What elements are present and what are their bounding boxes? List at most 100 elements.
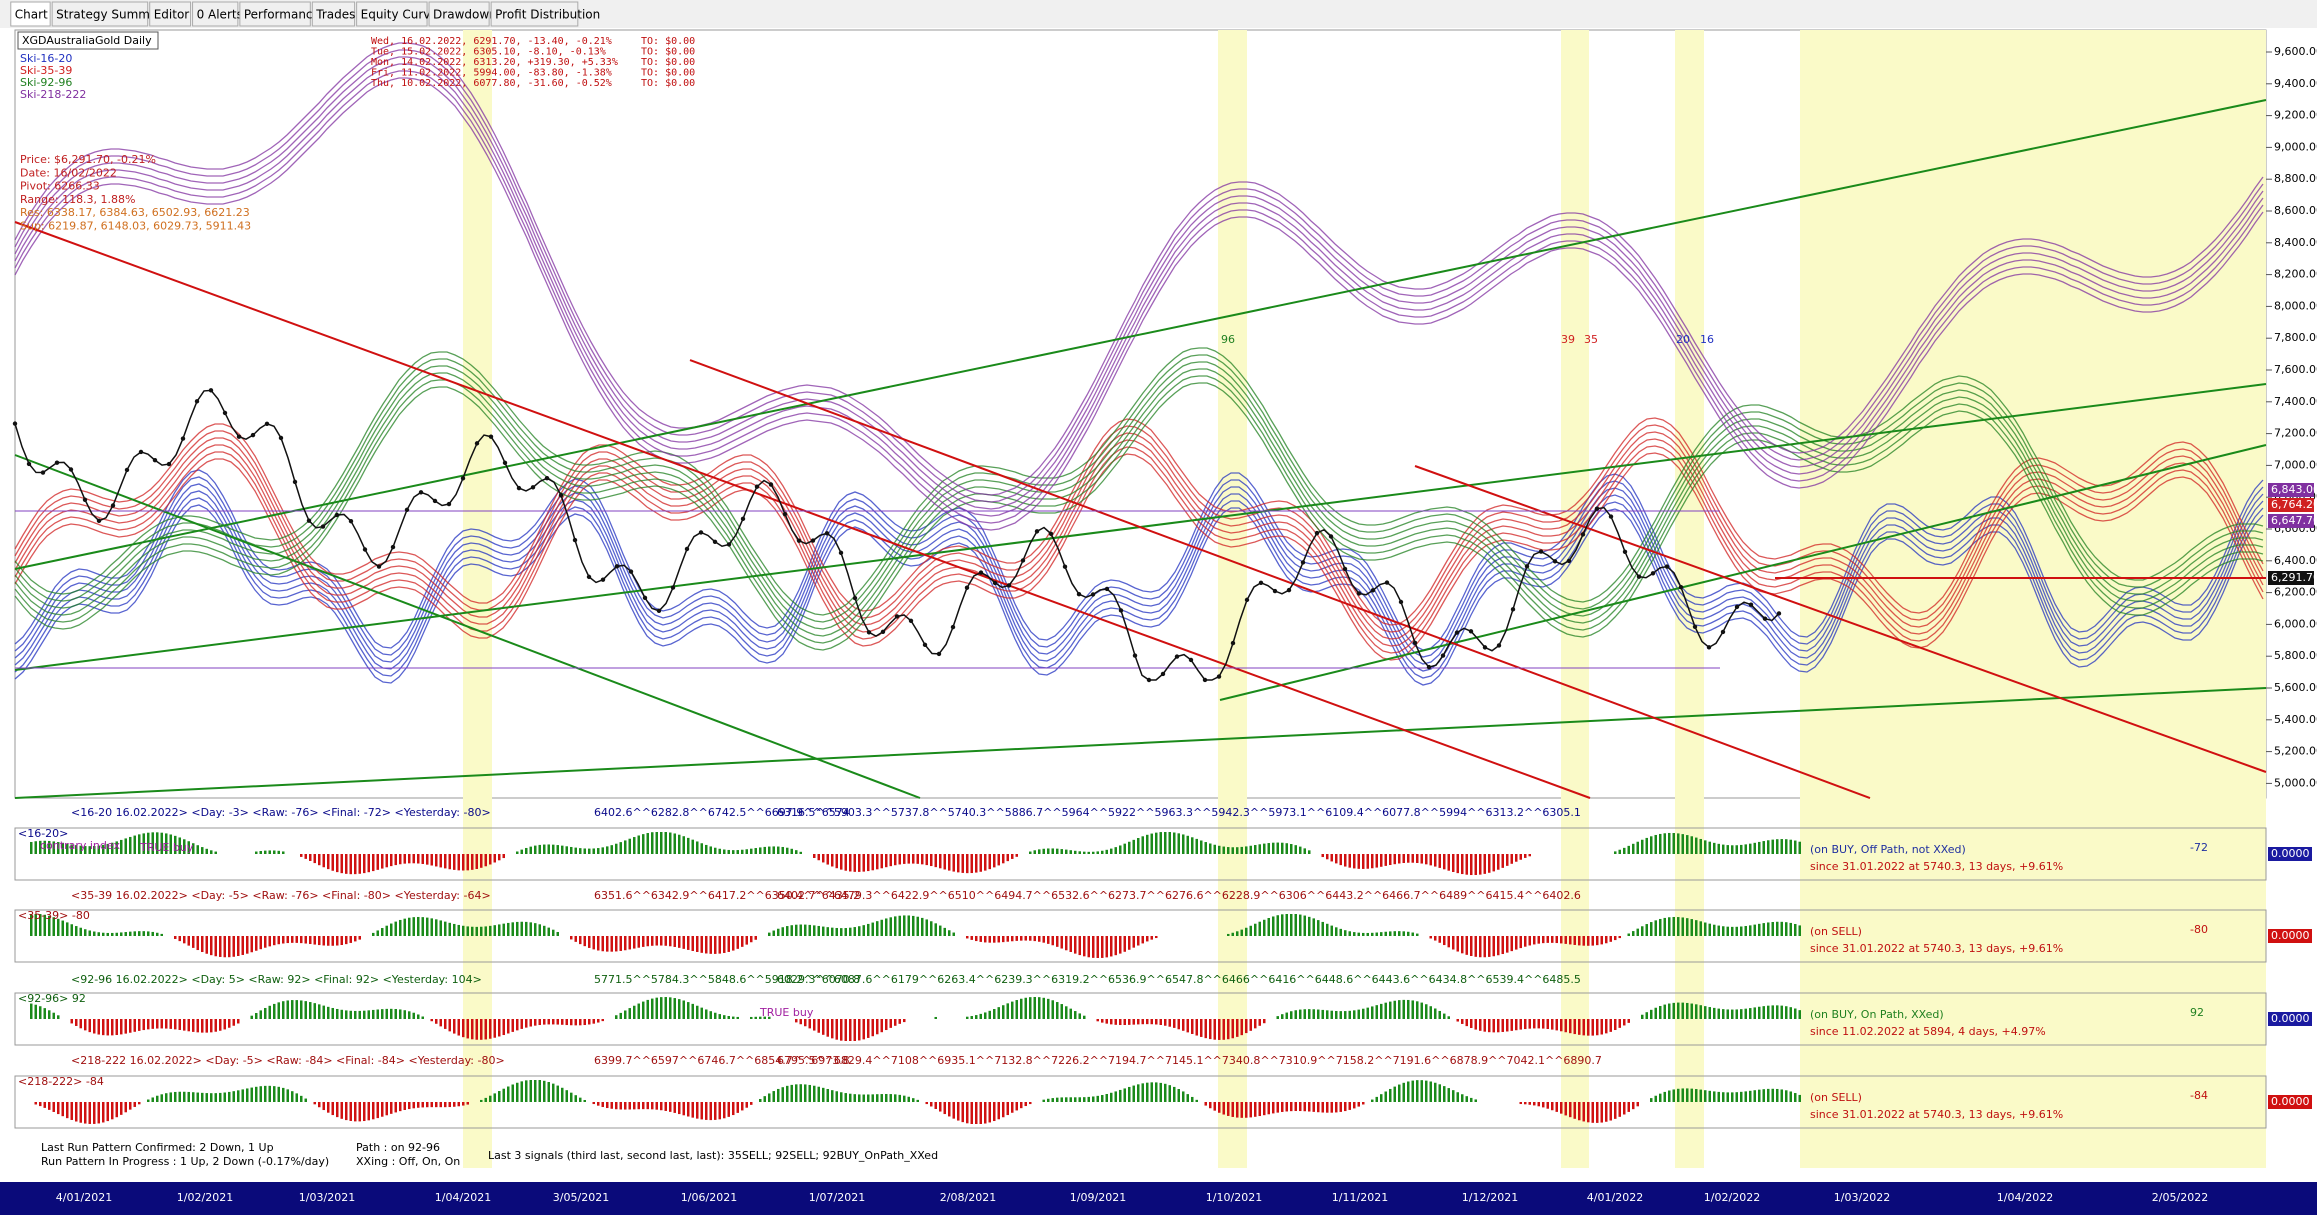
histogram-bar	[1537, 936, 1540, 944]
tab-label[interactable]: Strategy Summary	[56, 8, 169, 22]
histogram-bar	[471, 854, 474, 870]
histogram-bar	[201, 1092, 204, 1102]
histogram-bar	[826, 1019, 829, 1037]
tab-label[interactable]: 0 Alerts	[197, 8, 243, 22]
tab[interactable]	[490, 1, 579, 27]
histogram-bar	[210, 1019, 213, 1033]
histogram-bar	[111, 1102, 114, 1120]
histogram-bar	[1749, 925, 1752, 936]
date-label: 1/02/2022	[1704, 1191, 1760, 1204]
date-label: 1/04/2022	[1997, 1191, 2053, 1204]
ribbon-line	[14, 490, 2264, 672]
tab-label[interactable]: Equity Curve	[361, 8, 438, 22]
histogram-bar	[579, 848, 582, 854]
histogram-bar	[534, 1019, 537, 1026]
histogram-bar	[412, 1102, 415, 1109]
histogram-bar	[1533, 1102, 1536, 1106]
histogram-bar	[556, 1085, 559, 1102]
histogram-bar	[1240, 846, 1243, 854]
tab-label[interactable]: Performance	[244, 8, 320, 22]
histogram-bar	[835, 1019, 838, 1040]
histogram-bar	[1789, 1007, 1792, 1019]
histogram-bar	[129, 1019, 132, 1033]
histogram-bar	[696, 841, 699, 854]
histogram-bar	[1573, 1102, 1576, 1119]
histogram-bar	[763, 1016, 766, 1019]
legend-entry: Ski-16-20	[20, 52, 72, 65]
histogram-bar	[849, 1093, 852, 1102]
date-label: 1/06/2021	[681, 1191, 737, 1204]
histogram-bar	[34, 841, 37, 854]
histogram-bar	[1519, 1102, 1522, 1105]
histogram-bar	[1056, 1002, 1059, 1019]
tab[interactable]	[192, 1, 239, 27]
histogram-bar	[1263, 919, 1266, 936]
histogram-bar	[1659, 1093, 1662, 1102]
histogram-bar	[939, 854, 942, 869]
histogram-bar	[543, 844, 546, 854]
histogram-bar	[1704, 1006, 1707, 1019]
price-tag	[2268, 571, 2314, 585]
tab-label[interactable]: Drawdown	[433, 8, 497, 22]
histogram-bar	[1501, 936, 1504, 955]
tab[interactable]	[10, 1, 51, 27]
histogram-bar	[408, 854, 411, 864]
histogram-bar	[426, 854, 429, 865]
histogram-bar	[1641, 1014, 1644, 1019]
histogram-bar	[1447, 1016, 1450, 1019]
histogram-bar	[529, 1019, 532, 1027]
histogram-bar	[484, 1097, 487, 1102]
date-label: 1/12/2021	[1462, 1191, 1518, 1204]
tab[interactable]	[51, 1, 149, 27]
histogram-bar	[1141, 1083, 1144, 1102]
histogram-bar	[1254, 845, 1257, 854]
histogram-bar	[286, 936, 289, 944]
histogram-bar	[673, 936, 676, 947]
histogram-bar	[1357, 1009, 1360, 1019]
histogram-bar	[1092, 851, 1095, 854]
price-dot	[222, 410, 228, 416]
histogram-bar	[129, 836, 132, 854]
tab[interactable]	[428, 1, 490, 27]
price-dot	[1286, 587, 1292, 593]
price-dot	[754, 484, 760, 489]
histogram-bar	[1762, 1006, 1765, 1019]
histogram-bar	[1677, 1088, 1680, 1102]
histogram-bar	[1708, 1090, 1711, 1102]
tab[interactable]	[239, 1, 311, 27]
price-dot	[404, 507, 410, 512]
info-line: Price: $6,291.70, -0.21%	[20, 153, 156, 166]
histogram-bar	[1411, 932, 1414, 936]
price-dot	[684, 546, 690, 552]
histogram-bar	[1654, 920, 1657, 936]
histogram-bar	[1699, 1005, 1702, 1019]
date-bar	[0, 1182, 2317, 1215]
tab[interactable]	[356, 1, 428, 27]
histogram-bar	[376, 1009, 379, 1019]
histogram-bar	[768, 1016, 771, 1019]
histogram-bar	[156, 832, 159, 854]
histogram-bar	[399, 854, 402, 865]
price-axis-label: 6,000.000	[2274, 617, 2317, 630]
panel-seq: 5771.5^^5784.3^^5848.6^^5918.2^^6070.8	[594, 973, 860, 986]
histogram-bar	[480, 1099, 483, 1102]
tab-label[interactable]: Profit Distribution	[495, 8, 600, 22]
histogram-bar	[466, 1102, 469, 1105]
histogram-bar	[781, 927, 784, 936]
histogram-bar	[39, 1102, 42, 1107]
tab[interactable]	[149, 1, 192, 27]
price-dot	[796, 538, 802, 543]
histogram-bar	[745, 849, 748, 854]
histogram-bar	[219, 1092, 222, 1102]
tab[interactable]	[311, 1, 356, 27]
histogram-bar	[1258, 844, 1261, 854]
tab-label[interactable]: Trades	[315, 8, 355, 22]
histogram-bar	[862, 1094, 865, 1102]
price-axis-label: 7,400.000	[2274, 395, 2317, 408]
histogram-bar	[417, 1014, 420, 1019]
histogram-bar	[916, 854, 919, 864]
tab-label[interactable]: Chart	[15, 8, 48, 22]
histogram-bar	[574, 1019, 577, 1026]
tab-label[interactable]: Editor	[154, 8, 190, 22]
histogram-bar	[502, 923, 505, 936]
